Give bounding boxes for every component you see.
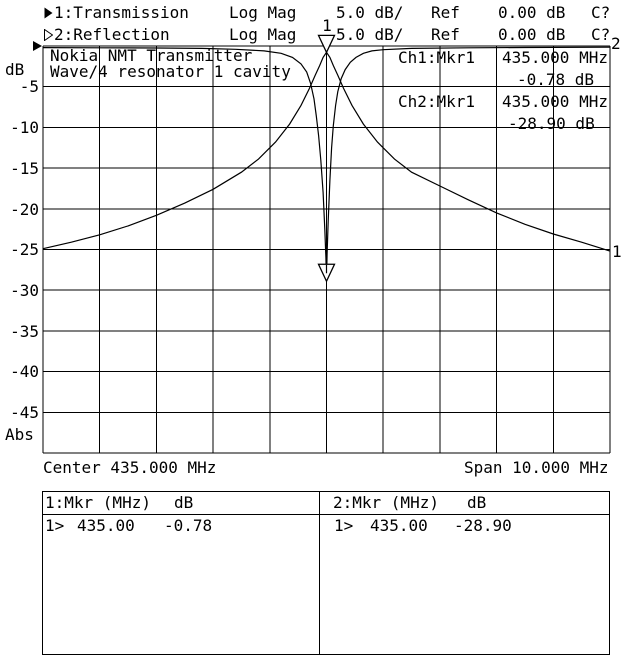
mkr-table1-row-idx: 1> [45, 516, 65, 535]
y-tick-label: -20 [10, 200, 39, 219]
y-tick-label: -45 [10, 403, 39, 422]
mkr-table1-row-freq: 435.00 [77, 516, 135, 535]
plot-title-line1: Nokia NMT Transmitter [50, 46, 253, 65]
ch1-ref-label: Ref [431, 3, 460, 22]
plot-title-line2: Wave/4 resonator 1 cavity [50, 62, 291, 81]
ch2-marker-readout-label: Ch2:Mkr1 [398, 92, 476, 111]
x-axis-center-label: Center 435.000 MHz [43, 458, 217, 477]
ch2-marker-readout-freq: 435.000 MHz [502, 92, 608, 111]
marker-table-header-divider [43, 514, 609, 515]
y-tick-label: -10 [10, 118, 39, 137]
mkr-table2-unit: dB [467, 493, 487, 512]
ch1-header-label: 1:Transmission [54, 3, 189, 22]
ch1-ref-value: 0.00 dB [498, 3, 566, 22]
ch1-scale: 5.0 dB/ [336, 3, 404, 22]
ch1-format: Log Mag [229, 3, 297, 22]
marker1-number-label: 1 [322, 16, 332, 35]
ch1-marker-readout-value: -0.78 dB [517, 70, 595, 89]
ch1-marker-readout-freq: 435.000 MHz [502, 48, 608, 67]
y-tick-label: -35 [10, 322, 39, 341]
inactive-channel-indicator-icon [44, 29, 53, 41]
y-tick-label: -40 [10, 362, 39, 381]
ch2-ref-value: 0.00 dB [498, 25, 566, 44]
y-axis-abs-label: Abs [5, 425, 34, 444]
marker-table-panel-divider [319, 492, 320, 654]
y-axis-unit-label: dB [5, 60, 25, 79]
trace1-label: 1 [612, 242, 622, 261]
marker-table: 1:Mkr (MHz) dB 1> 435.00 -0.78 2:Mkr (MH… [42, 491, 610, 655]
marker-symbol-ch1-icon [317, 34, 336, 54]
mkr-table2-row-freq: 435.00 [370, 516, 428, 535]
ch1-marker-readout-label: Ch1:Mkr1 [398, 48, 476, 67]
y-tick-label: -30 [10, 281, 39, 300]
mkr-table1-header: 1:Mkr (MHz) [45, 493, 151, 512]
trace2-label: 2 [611, 34, 621, 53]
mkr-table2-header: 2:Mkr (MHz) [333, 493, 439, 512]
mkr-table2-row-idx: 1> [334, 516, 354, 535]
ch2-format: Log Mag [229, 25, 297, 44]
mkr-table2-row-value: -28.90 [454, 516, 512, 535]
ch2-header-label: 2:Reflection [54, 25, 170, 44]
ref-level-indicator-icon [33, 41, 42, 51]
ch2-ref-label: Ref [431, 25, 460, 44]
y-tick-label: -25 [10, 240, 39, 259]
mkr-table1-unit: dB [174, 493, 194, 512]
active-channel-indicator-icon [44, 7, 53, 19]
y-tick-label: -5 [19, 77, 39, 96]
mkr-table1-row-value: -0.78 [164, 516, 213, 535]
graticule [42, 45, 611, 454]
x-axis-span-label: Span 10.000 MHz [464, 458, 609, 477]
ch1-cal-status: C? [591, 3, 611, 22]
y-tick-label: -15 [10, 159, 39, 178]
ch2-marker-readout-value: -28.90 dB [508, 114, 595, 133]
ch2-cal-status: C? [591, 25, 611, 44]
ch2-scale: 5.0 dB/ [336, 25, 404, 44]
